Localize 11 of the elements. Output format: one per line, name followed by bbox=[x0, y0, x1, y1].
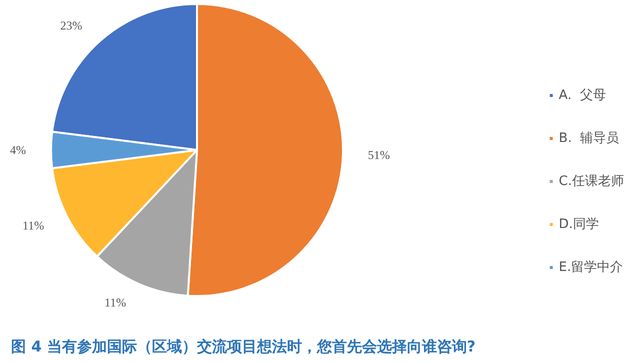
legend-label: E.留学中介 bbox=[558, 260, 624, 275]
data-label: 51% bbox=[368, 148, 390, 162]
data-label: 23% bbox=[60, 18, 82, 32]
legend-label: C.任课老师 bbox=[558, 174, 624, 189]
data-label: 11% bbox=[104, 295, 126, 310]
legend-label: B. 辅导员 bbox=[558, 131, 620, 146]
text: 图 4 当有参加国际（区域）交流项目想法时，您首先会选择向谁咨询? bbox=[11, 338, 476, 356]
legend-label: D.同学 bbox=[558, 217, 599, 232]
legend-label: A. 父母 bbox=[558, 88, 606, 103]
data-label: 11% bbox=[22, 218, 44, 232]
data-label: 4% bbox=[10, 143, 26, 157]
